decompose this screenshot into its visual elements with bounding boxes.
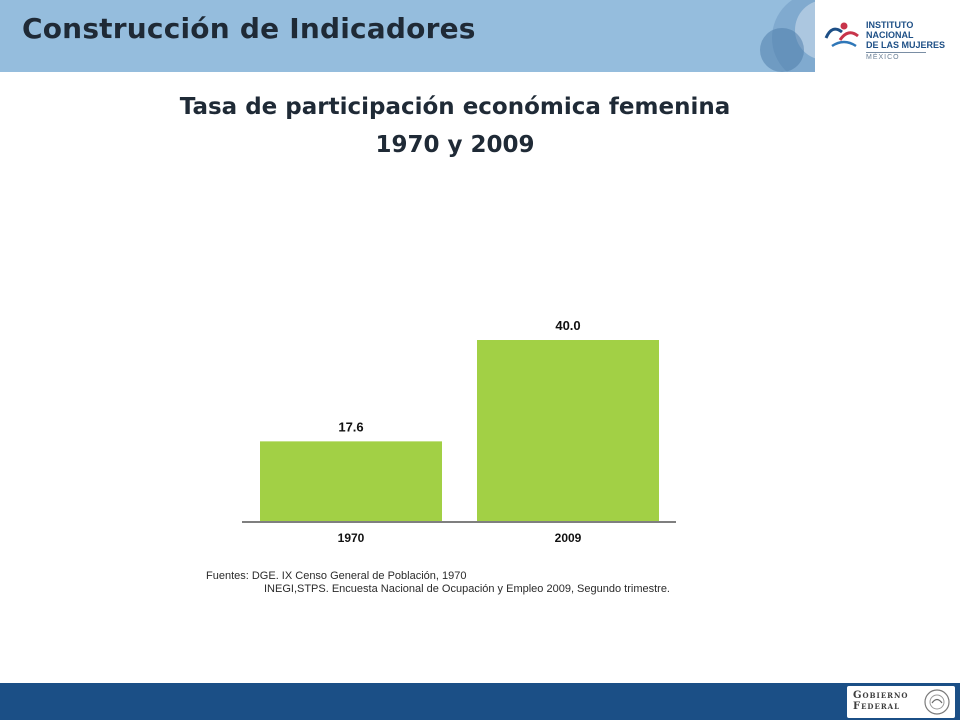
- national-seal-icon: [924, 689, 950, 715]
- federal-label: Federal: [853, 701, 901, 712]
- footer-bar: [0, 683, 960, 720]
- logo-line-3: MÉXICO: [866, 52, 926, 61]
- logo-line-2: DE LAS MUJERES: [866, 40, 946, 50]
- page-title: Construcción de Indicadores: [22, 12, 476, 45]
- inmujeres-logo-text: INSTITUTO NACIONAL DE LAS MUJERES MÉXICO: [866, 20, 960, 61]
- sources-note: Fuentes: DGE. IX Censo General de Poblac…: [206, 570, 670, 596]
- bar-2009: [477, 340, 659, 521]
- gobierno-federal-logo: [847, 686, 955, 718]
- inmujeres-logo-icon: [824, 22, 859, 48]
- x-tick-label-1970: 1970: [338, 531, 365, 545]
- gobierno-label: Gobierno: [853, 690, 909, 701]
- source-line-1: Fuentes: DGE. IX Censo General de Poblac…: [206, 570, 467, 582]
- gobierno-federal-text: Gobierno Federal: [853, 690, 908, 712]
- source-line-2: INEGI,STPS. Encuesta Nacional de Ocupaci…: [264, 583, 670, 595]
- chart-subtitle: 1970 y 2009: [375, 132, 535, 158]
- header-band: [0, 0, 815, 72]
- logo-line-1: INSTITUTO NACIONAL: [866, 20, 914, 40]
- chart-title: Tasa de participación económica femenina: [179, 94, 731, 120]
- x-tick-label-2009: 2009: [555, 531, 582, 545]
- data-label-2009: 40.0: [555, 318, 580, 333]
- logo-area: [815, 0, 960, 72]
- data-label-1970: 17.6: [338, 419, 363, 434]
- bar-1970: [260, 441, 442, 521]
